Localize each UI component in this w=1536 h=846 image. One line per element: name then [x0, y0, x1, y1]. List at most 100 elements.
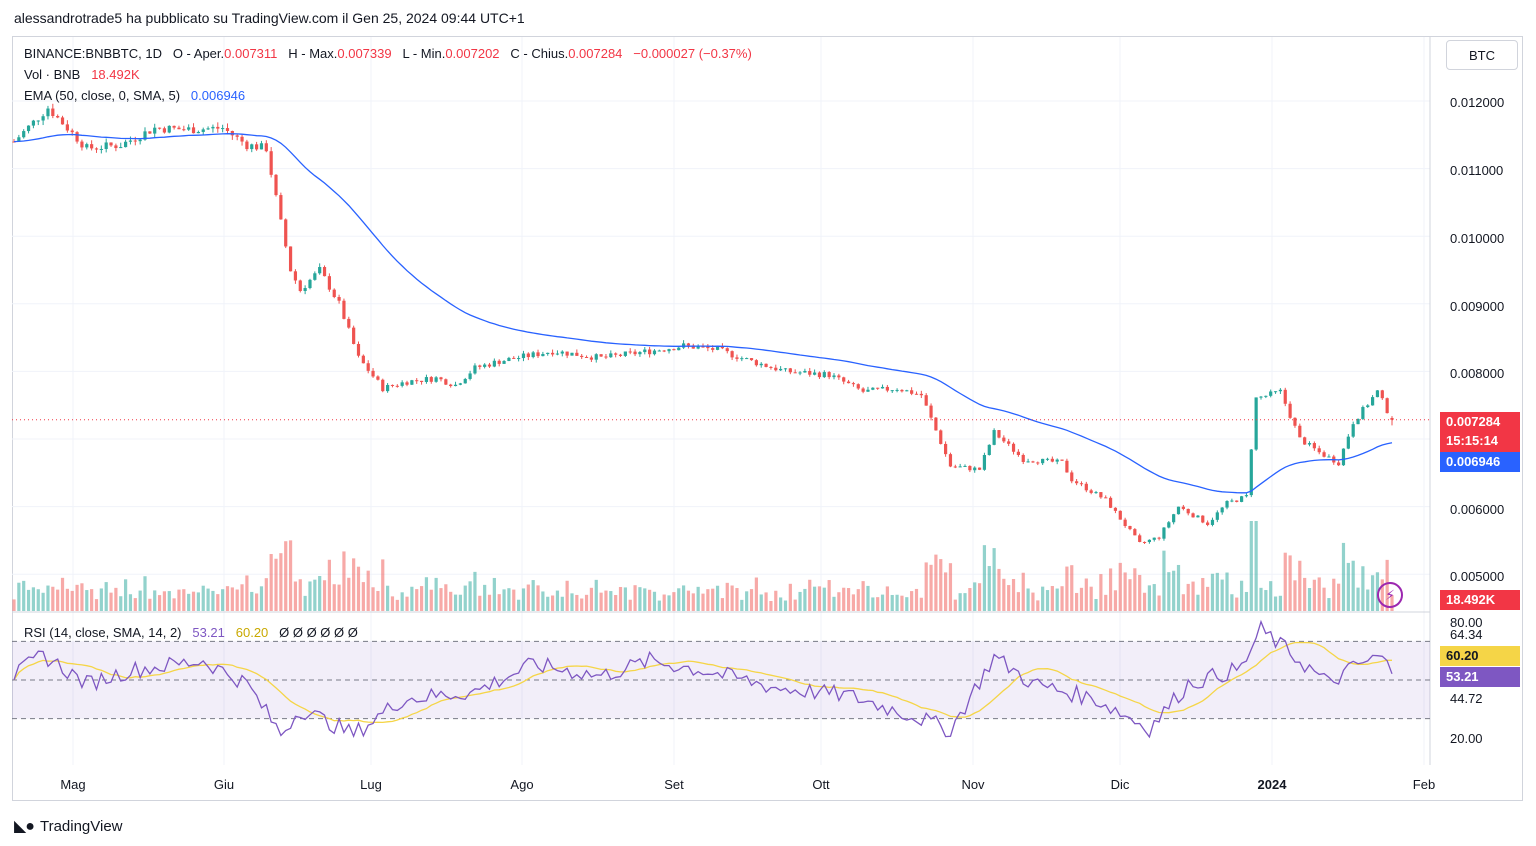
candle-body — [1210, 519, 1215, 525]
volume-bar — [1186, 583, 1190, 611]
candle-body — [1303, 437, 1307, 445]
candle-body — [487, 364, 492, 367]
volume-bar — [318, 576, 322, 611]
candle-body — [123, 141, 128, 148]
candle-body — [526, 353, 530, 358]
volume-bar — [279, 553, 283, 611]
volume-value: 18.492K — [91, 67, 140, 82]
candle-body — [153, 127, 157, 134]
volume-bar — [395, 599, 399, 611]
volume-bar — [939, 559, 943, 611]
candle-body — [890, 390, 894, 392]
volume-bar — [779, 597, 783, 611]
volume-bar — [119, 596, 123, 611]
rsi-label[interactable]: RSI (14, close, SMA, 14, 2) — [24, 625, 182, 640]
candle-body — [308, 279, 312, 289]
volume-bar — [60, 577, 65, 611]
volume-bar — [1249, 521, 1253, 611]
candle-body — [419, 380, 424, 382]
symbol-label[interactable]: BINANCE:BNBBTC, 1D — [24, 46, 162, 61]
volume-bar — [1244, 591, 1249, 611]
volume-bar — [618, 586, 623, 611]
candle-body — [1007, 441, 1011, 444]
candle-body — [1341, 448, 1346, 466]
volume-bar — [187, 593, 191, 611]
volume-bar — [822, 587, 826, 611]
candle-body — [565, 351, 569, 356]
currency-button[interactable]: BTC — [1446, 40, 1518, 70]
volume-bar — [211, 590, 215, 611]
candle-body — [958, 466, 962, 468]
volume-bar — [977, 583, 982, 611]
volume-bar — [691, 593, 695, 611]
volume-bar — [1283, 552, 1287, 611]
candle-body — [1147, 539, 1151, 543]
volume-bar — [735, 588, 739, 611]
candle-body — [26, 125, 31, 132]
candle-body — [104, 142, 108, 149]
volume-bar — [507, 588, 511, 611]
volume-bar — [575, 594, 579, 611]
lightning-icon[interactable]: ⚡ — [1377, 582, 1403, 608]
candle-body — [94, 148, 99, 150]
volume-bar — [463, 585, 467, 611]
candle-body — [1249, 449, 1253, 496]
volume-bar — [56, 589, 60, 611]
candle-body — [361, 355, 365, 364]
candle-body — [1366, 405, 1370, 408]
volume-bar — [366, 570, 370, 611]
candle-body — [1133, 529, 1137, 536]
candle-body — [968, 465, 972, 471]
candle-body — [885, 386, 889, 391]
candle-body — [779, 368, 783, 371]
candle-body — [657, 350, 661, 352]
candle-body — [177, 127, 181, 130]
volume-bar — [1118, 562, 1122, 611]
volume-bar — [1094, 599, 1098, 611]
candle-body — [463, 378, 467, 384]
volume-bar — [1089, 586, 1093, 611]
candle-body — [1327, 456, 1331, 458]
volume-bar — [526, 584, 530, 611]
low-value: 0.007202 — [445, 46, 500, 61]
y-tick: 0.009000 — [1450, 299, 1505, 314]
volume-bar — [478, 595, 482, 611]
volume-bar — [910, 591, 914, 611]
volume-bar — [1041, 586, 1045, 611]
ema-label[interactable]: EMA (50, close, 0, SMA, 5) — [24, 88, 181, 103]
candle-body — [60, 117, 65, 125]
volume-bar — [327, 559, 331, 611]
candle-body — [1196, 515, 1200, 518]
volume-bar — [386, 585, 390, 611]
volume-bar — [473, 571, 477, 611]
volume-bar — [604, 590, 608, 611]
volume-bar — [560, 596, 564, 611]
volume-bar — [332, 584, 336, 611]
candle-body — [415, 380, 419, 382]
candle-body — [861, 388, 865, 392]
candle-body — [652, 350, 657, 355]
volume-bar — [1312, 579, 1316, 611]
volume-label[interactable]: Vol · BNB — [24, 67, 81, 82]
rsi-band — [12, 641, 1430, 719]
candle-body — [725, 348, 729, 352]
candle-body — [1181, 506, 1185, 509]
volume-bar — [662, 594, 666, 611]
volume-bar — [652, 591, 657, 611]
candle-body — [342, 300, 346, 319]
volume-bar — [609, 591, 613, 611]
volume-bar — [599, 592, 603, 611]
rsi-y-tick: 44.72 — [1450, 691, 1483, 706]
candle-body — [99, 148, 103, 150]
volume-bar — [667, 595, 671, 611]
candle-body — [594, 354, 598, 360]
y-tick: 0.012000 — [1450, 95, 1505, 110]
candle-body — [521, 353, 526, 359]
candle-body — [371, 370, 375, 377]
volume-bar — [934, 554, 938, 611]
volume-bar — [497, 594, 501, 611]
candle-body — [871, 387, 875, 390]
candle-body — [1172, 514, 1176, 523]
candle-body — [1264, 395, 1268, 397]
